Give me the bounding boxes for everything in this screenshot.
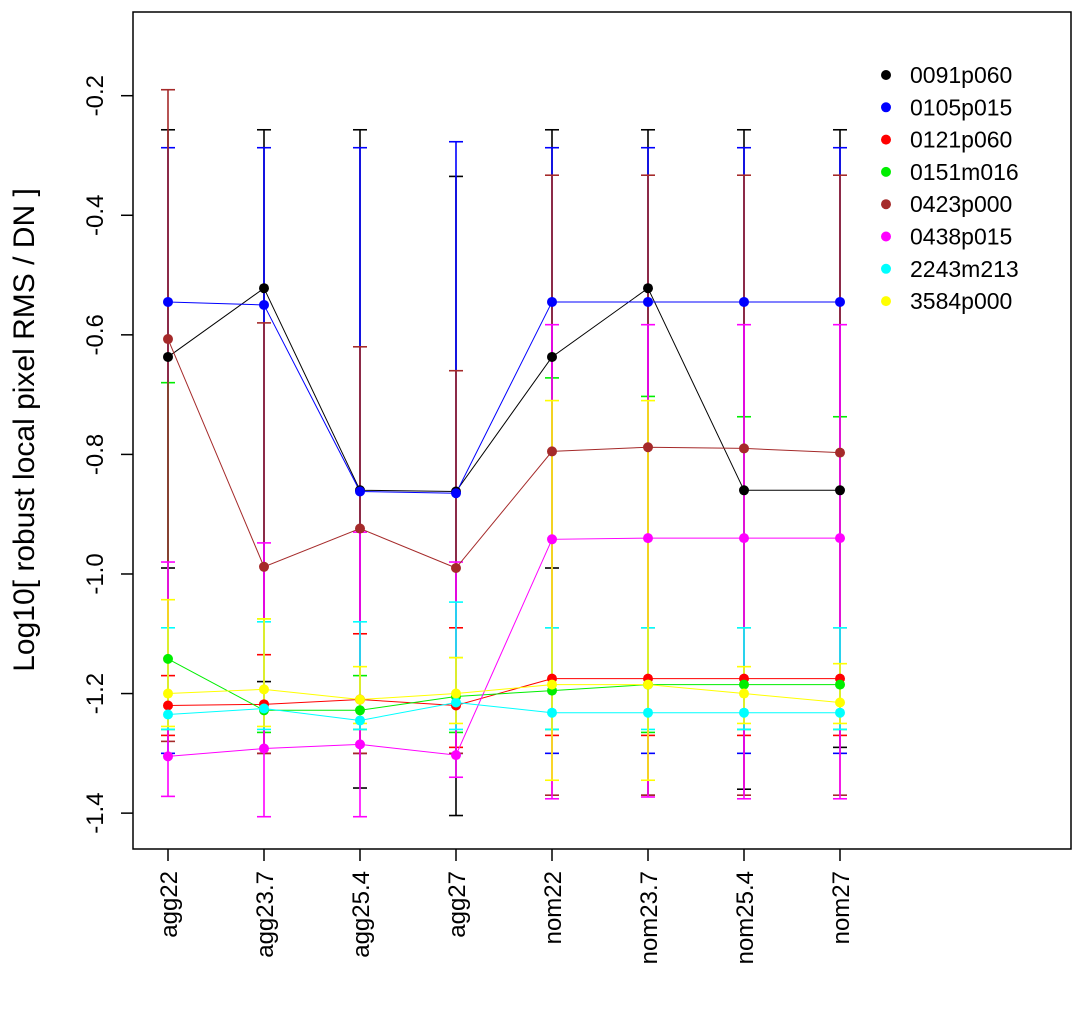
legend-marker (881, 102, 891, 113)
series-line (167, 678, 840, 707)
y-tick-label: -0.8 (82, 434, 109, 475)
legend-marker (881, 134, 891, 145)
y-tick-label: -0.4 (82, 195, 109, 236)
data-point (739, 296, 749, 307)
data-point (451, 488, 461, 499)
data-point (739, 533, 749, 544)
legend: 0091p060 0105p015 0121p060 0151m016 0423p000… (881, 62, 1019, 314)
data-point (739, 707, 749, 718)
series-line (167, 338, 841, 569)
series-lines (167, 287, 841, 757)
legend-marker (881, 70, 891, 80)
data-point (643, 533, 653, 544)
legend-marker (881, 231, 891, 242)
data-point (835, 707, 845, 718)
y-tick-label: -1.0 (82, 553, 109, 594)
data-point (259, 561, 269, 572)
data-point (163, 351, 173, 362)
data-point (163, 296, 173, 307)
x-tick-label: nom27 (828, 871, 855, 944)
data-point (259, 743, 269, 754)
data-point (163, 751, 173, 762)
data-point (547, 446, 557, 457)
data-point (835, 697, 845, 708)
data-point (163, 709, 173, 720)
y-tick-label: -1.4 (82, 792, 109, 833)
legend-label: 0105p015 (910, 94, 1012, 120)
data-point (643, 679, 653, 690)
data-point (163, 700, 173, 711)
x-tick-label: agg22 (156, 871, 183, 938)
legend-label: 0091p060 (910, 62, 1012, 88)
data-point (259, 684, 269, 695)
data-point (355, 739, 365, 750)
x-tick-label: agg25.4 (348, 871, 375, 958)
y-axis-label: Log10[ robust local pixel RMS / DN ] (8, 188, 41, 672)
x-tick-label: nom23.7 (636, 871, 663, 964)
x-tick-label: agg23.7 (252, 871, 279, 958)
legend-label: 3584p000 (910, 288, 1012, 314)
data-point (739, 688, 749, 699)
data-point (643, 707, 653, 718)
data-point (355, 694, 365, 705)
series-line (167, 537, 840, 757)
x-tick-label: nom22 (540, 871, 567, 944)
data-point (355, 523, 365, 534)
data-point (163, 653, 173, 664)
data-point (163, 688, 173, 699)
data-point (739, 485, 749, 496)
plot-frame (132, 11, 1072, 850)
data-point (259, 299, 269, 310)
data-point (451, 750, 461, 761)
data-point (259, 283, 269, 294)
series-line (167, 287, 840, 492)
data-point (835, 533, 845, 544)
data-point (451, 697, 461, 708)
data-point (643, 283, 653, 294)
data-point (835, 296, 845, 307)
legend-label: 0121p060 (910, 127, 1012, 153)
data-point (547, 679, 557, 690)
x-axis: agg22 agg23.7 agg25.4 agg27 nom22 nom23.7 nom2… (156, 849, 855, 964)
data-point (547, 534, 557, 545)
legend-label: 0151m016 (910, 159, 1019, 185)
y-tick-label: -0.2 (82, 75, 109, 116)
data-point (163, 334, 173, 345)
legend-marker (881, 199, 891, 210)
data-points (163, 283, 845, 762)
legend-marker (881, 263, 891, 274)
data-point (547, 707, 557, 718)
series-line (167, 684, 841, 704)
y-tick-label: -0.6 (82, 314, 109, 355)
data-point (643, 442, 653, 453)
series-line (167, 301, 840, 494)
legend-marker (881, 296, 891, 307)
data-point (835, 485, 845, 496)
legend-label: 0423p000 (910, 191, 1012, 217)
data-point (835, 447, 845, 458)
data-point (259, 703, 269, 714)
data-point (643, 296, 653, 307)
legend-label: 2243m213 (910, 256, 1019, 282)
data-point (355, 486, 365, 497)
data-point (355, 705, 365, 716)
data-point (547, 351, 557, 362)
data-point (547, 296, 557, 307)
data-point (451, 563, 461, 574)
series-line (167, 702, 840, 721)
legend-label: 0438p015 (910, 224, 1012, 250)
x-tick-label: nom25.4 (732, 871, 759, 964)
data-point (835, 679, 845, 690)
data-point (739, 679, 749, 690)
y-axis: -1.4 -1.2 -1.0 -0.8 -0.6 -0.4 -0.2 (82, 75, 133, 834)
x-tick-label: agg27 (444, 871, 471, 938)
legend-marker (881, 166, 891, 177)
y-tick-label: -1.2 (82, 673, 109, 714)
data-point (451, 688, 461, 699)
data-point (355, 715, 365, 726)
data-point (739, 443, 749, 454)
